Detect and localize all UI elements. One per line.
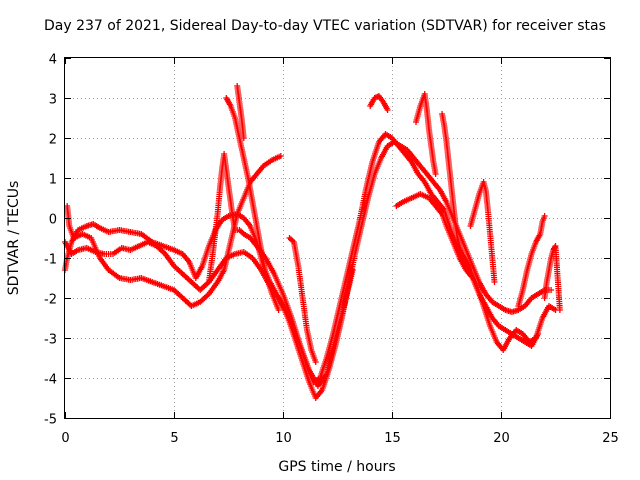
y-tick-label: -1 (44, 253, 57, 268)
chart-title: Day 237 of 2021, Sidereal Day-to-day VTE… (44, 18, 606, 34)
series-track-l (467, 179, 498, 285)
y-tick-label: 3 (49, 93, 57, 108)
data-point-markers (223, 95, 282, 313)
series-track-k (439, 111, 472, 269)
data-point-markers (515, 213, 548, 309)
plot-frame (64, 57, 611, 419)
series-track-n (541, 243, 563, 313)
x-tick-label: 10 (275, 431, 292, 446)
data-point-markers (467, 179, 498, 285)
series-track-j (413, 91, 439, 177)
series-track-e (223, 95, 282, 313)
x-tick-label: 0 (61, 431, 69, 446)
y-tick-label: -5 (44, 413, 57, 428)
data-point-markers (234, 83, 247, 141)
y-tick-label: 4 (49, 53, 57, 68)
y-axis-label: SDTVAR / TECUs (6, 181, 22, 296)
data-point-markers (541, 243, 563, 313)
data-point-markers (413, 91, 439, 177)
x-axis-label: GPS time / hours (278, 459, 395, 475)
x-tick-label: 15 (384, 431, 401, 446)
y-tick-label: 1 (49, 173, 57, 188)
series-track-i (393, 191, 542, 349)
data-point-markers (393, 191, 542, 349)
data-layer (62, 83, 563, 401)
data-point-markers (367, 93, 391, 113)
x-tick-label: 25 (602, 431, 619, 446)
tick-layer: 0 5 10 15 20 25 -5 -4 -3 -2 -1 0 1 2 3 4 (44, 53, 619, 447)
y-tick-label: -2 (44, 293, 57, 308)
y-tick-label: 2 (49, 133, 57, 148)
data-point-markers (439, 111, 472, 269)
series-track-d (205, 151, 356, 389)
y-tick-label: -3 (44, 333, 57, 348)
series-track-h (367, 93, 391, 113)
series-track-f (234, 83, 247, 141)
x-tick-label: 20 (493, 431, 510, 446)
x-tick-label: 5 (170, 431, 178, 446)
y-tick-label: -4 (44, 373, 57, 388)
y-tick-label: 0 (49, 213, 57, 228)
data-point-markers (286, 235, 319, 365)
series-track-m (515, 213, 548, 309)
series-track-g (286, 235, 319, 365)
data-point-markers (205, 151, 356, 389)
